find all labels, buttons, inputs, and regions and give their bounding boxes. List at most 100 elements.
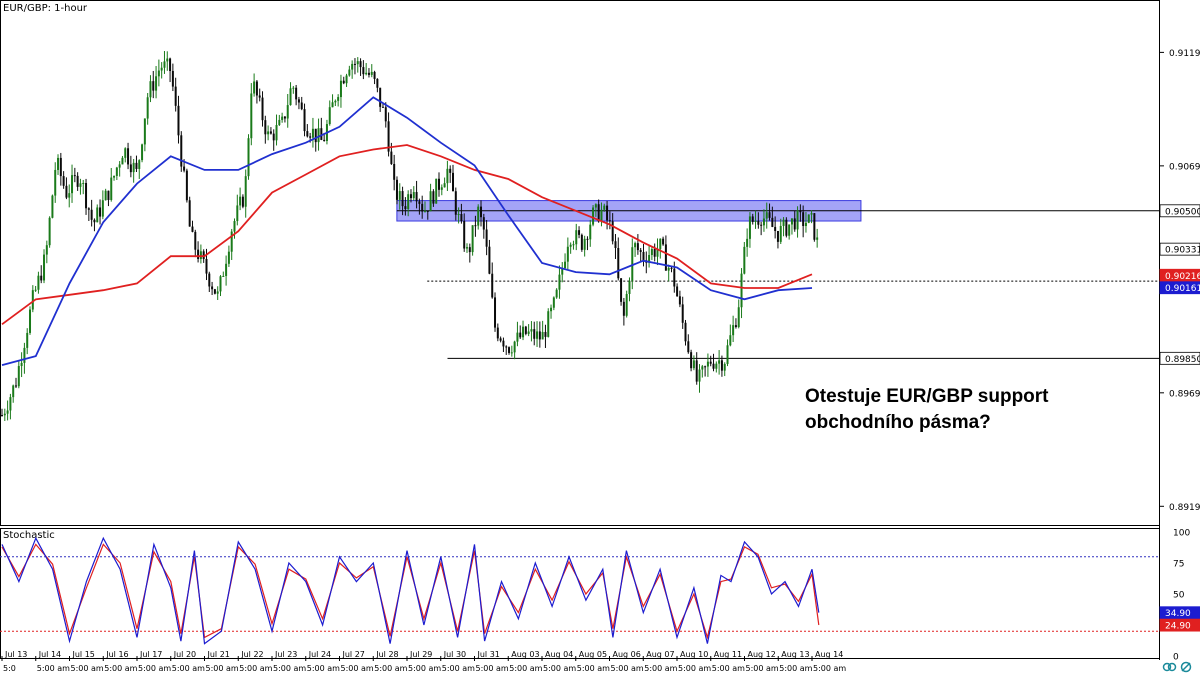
candle-body bbox=[460, 214, 463, 222]
date-label: Aug 04 bbox=[545, 650, 573, 659]
time-label: 5:00 am bbox=[206, 664, 239, 673]
candle-body bbox=[454, 191, 457, 215]
candle-body bbox=[362, 67, 365, 75]
candle-body bbox=[398, 191, 401, 200]
date-label: Jul 27 bbox=[342, 650, 365, 659]
price-axis[interactable] bbox=[1160, 0, 1200, 660]
candle-body bbox=[367, 72, 370, 75]
candle-body bbox=[802, 212, 805, 227]
candle-body bbox=[85, 182, 88, 209]
candle-body bbox=[482, 217, 485, 230]
date-label: Jul 28 bbox=[375, 650, 398, 659]
date-label: Jul 14 bbox=[38, 650, 61, 659]
annotation-line-2: obchodního pásma? bbox=[805, 412, 991, 433]
candle-body bbox=[236, 205, 239, 222]
axis-labels-layer: 0.911980.906980.901980.896980.891980.905… bbox=[1159, 49, 1200, 663]
candle-body bbox=[580, 234, 583, 250]
candle-body bbox=[558, 274, 561, 290]
candle-body bbox=[292, 87, 295, 89]
candle-body bbox=[339, 80, 342, 98]
price-tag-2: 0.90161 bbox=[1165, 284, 1200, 294]
stochastic-lines-layer bbox=[0, 536, 1160, 645]
candle-body bbox=[751, 216, 754, 222]
candle-body bbox=[477, 206, 480, 226]
candle-body bbox=[247, 138, 250, 177]
candle-body bbox=[351, 63, 354, 70]
candle-body bbox=[199, 251, 202, 259]
candle-body bbox=[698, 369, 701, 382]
candle-body bbox=[790, 218, 793, 225]
candle-body bbox=[191, 226, 194, 232]
date-label: Jul 15 bbox=[72, 650, 95, 659]
candle-body bbox=[480, 206, 483, 218]
candle-body bbox=[258, 95, 261, 98]
candle-body bbox=[101, 200, 104, 217]
candle-body bbox=[250, 93, 253, 139]
candle-body bbox=[365, 72, 368, 75]
candle-body bbox=[415, 192, 418, 202]
price-tick-label: 0.89198 bbox=[1169, 503, 1200, 513]
time-label: 5:00 am bbox=[138, 664, 171, 673]
candle-body bbox=[20, 362, 23, 367]
candle-body bbox=[485, 229, 488, 247]
candle-body bbox=[17, 366, 20, 387]
candle-body bbox=[762, 218, 765, 226]
candle-body bbox=[337, 97, 340, 101]
candle-body bbox=[659, 238, 662, 250]
candle-body bbox=[774, 226, 777, 231]
candle-body bbox=[687, 341, 690, 353]
candle-body bbox=[474, 225, 477, 227]
candle-body bbox=[222, 275, 225, 277]
candle-body bbox=[468, 247, 471, 253]
settings-icon[interactable] bbox=[1180, 661, 1192, 673]
candle-body bbox=[99, 207, 102, 217]
candle-body bbox=[586, 238, 589, 240]
candle-body bbox=[676, 286, 679, 297]
candle-body bbox=[729, 335, 732, 346]
candle-body bbox=[813, 213, 816, 240]
candle-body bbox=[723, 363, 726, 371]
candle-body bbox=[320, 128, 323, 140]
candle-body bbox=[583, 238, 586, 250]
candle-body bbox=[452, 172, 455, 192]
time-label: 5:00 am bbox=[813, 664, 846, 673]
candle-body bbox=[113, 175, 116, 178]
candle-body bbox=[65, 185, 68, 198]
price-tag-2-bg bbox=[1159, 281, 1200, 295]
candle-body bbox=[620, 278, 623, 302]
date-label: Jul 13 bbox=[4, 650, 27, 659]
candle-body bbox=[356, 61, 359, 65]
candle-body bbox=[43, 254, 46, 281]
time-label: 5:00 am bbox=[779, 664, 812, 673]
candle-body bbox=[23, 347, 26, 363]
candle-body bbox=[648, 255, 651, 263]
candle-body bbox=[412, 192, 415, 199]
candle-body bbox=[706, 361, 709, 367]
time-label: 5:00 am bbox=[273, 664, 306, 673]
candle-body bbox=[650, 249, 653, 256]
link-icon[interactable] bbox=[1162, 662, 1177, 672]
candle-body bbox=[544, 331, 547, 337]
candle-body bbox=[754, 220, 757, 222]
date-label: Aug 06 bbox=[613, 650, 641, 659]
date-label: Jul 31 bbox=[477, 650, 500, 659]
candle-body bbox=[779, 225, 782, 242]
candle-body bbox=[510, 352, 513, 354]
candle-body bbox=[87, 208, 90, 210]
candle-body bbox=[393, 163, 396, 180]
candle-body bbox=[244, 176, 247, 207]
candle-body bbox=[555, 289, 558, 298]
candle-body bbox=[572, 244, 575, 246]
candle-body bbox=[40, 275, 43, 281]
candle-body bbox=[387, 121, 390, 152]
candle-body bbox=[732, 325, 735, 336]
stochastic-tag-1: 24.90 bbox=[1165, 622, 1191, 632]
candle-body bbox=[166, 58, 169, 62]
candle-body bbox=[432, 191, 435, 204]
date-label: Aug 11 bbox=[714, 650, 742, 659]
candle-body bbox=[194, 231, 197, 250]
time-label: 5:00 am bbox=[307, 664, 340, 673]
candle-body bbox=[407, 194, 410, 210]
price-tick-label: 0.89698 bbox=[1169, 389, 1200, 399]
candle-body bbox=[6, 410, 9, 414]
